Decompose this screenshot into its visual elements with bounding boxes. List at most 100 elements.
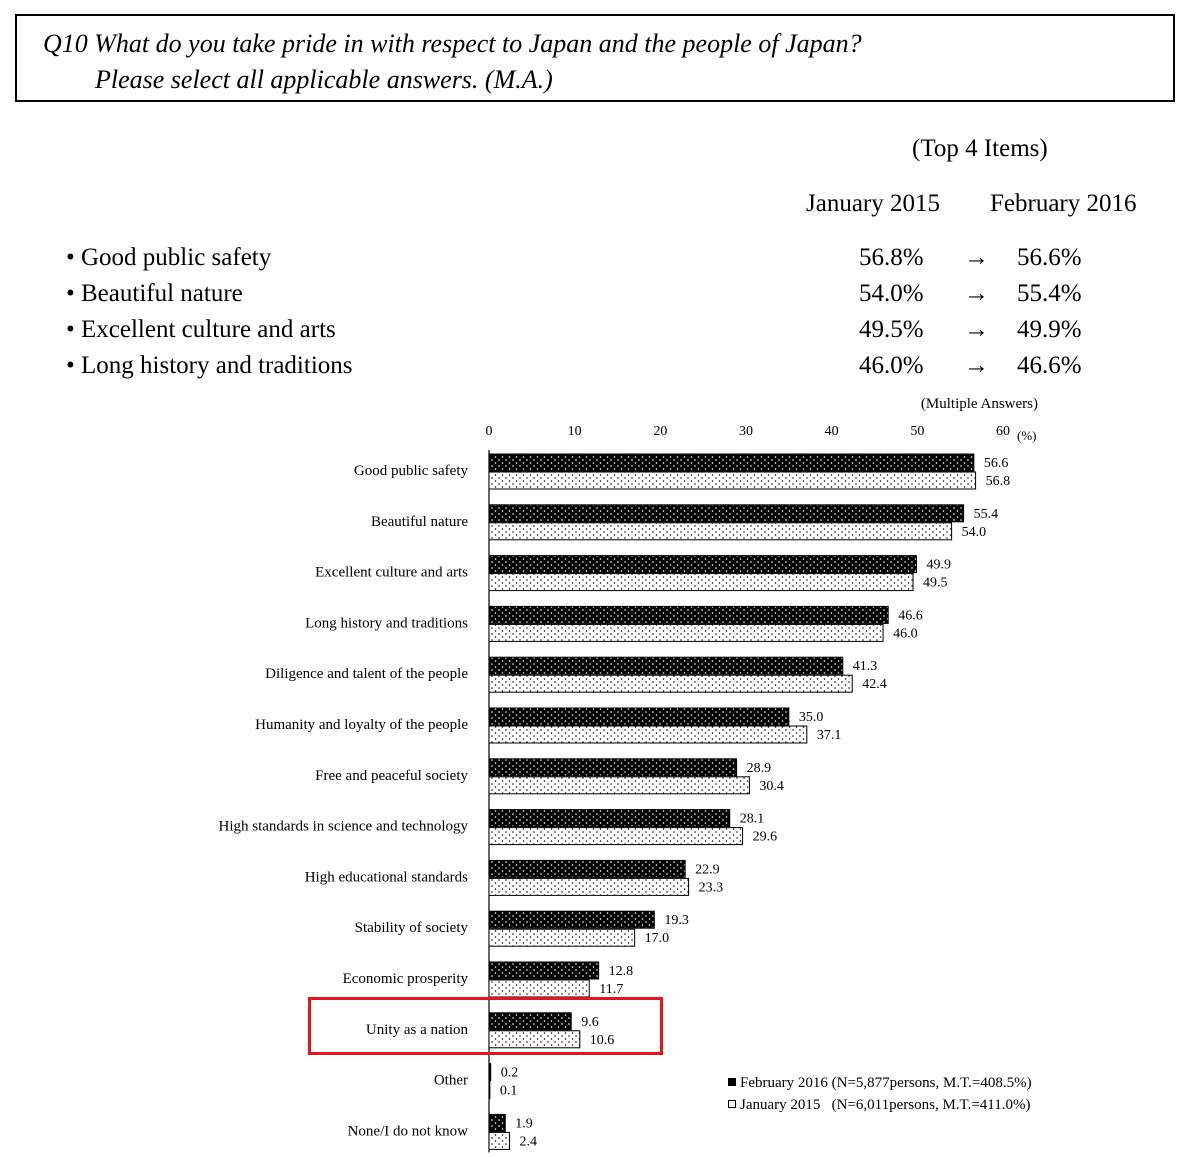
x-tick-label: 40	[825, 424, 839, 439]
bar-january-2015	[488, 776, 750, 795]
data-label-january-2015: 10.6	[590, 1033, 615, 1048]
question-line-1: Q10 What do you take pride in with respe…	[43, 29, 862, 58]
category-label: High educational standards	[305, 869, 468, 885]
summary-row-label: • Beautiful nature	[66, 280, 243, 307]
category-label: Other	[434, 1073, 468, 1089]
bar-february-2016	[488, 961, 600, 980]
arrow-icon: →	[964, 280, 989, 307]
data-label-february-2016: 55.4	[974, 507, 999, 522]
bar-january-2015	[488, 1131, 511, 1150]
question-line-2: Please select all applicable answers. (M…	[95, 65, 553, 94]
data-label-february-2016: 56.6	[984, 456, 1009, 471]
bar-january-2015	[488, 1081, 491, 1100]
summary-row-value-2016: 49.9%	[1017, 316, 1082, 343]
summary-col-january-2015: January 2015	[806, 190, 940, 217]
data-label-january-2015: 23.3	[699, 880, 724, 895]
legend-label: February 2016 (N=5,877persons, M.T.=408.…	[740, 1075, 1032, 1091]
category-label: Economic prosperity	[343, 971, 469, 987]
bar-january-2015	[488, 827, 744, 846]
data-label-february-2016: 1.9	[515, 1116, 533, 1131]
category-label: Excellent culture and arts	[315, 565, 468, 581]
data-label-january-2015: 46.0	[893, 626, 918, 641]
bar-february-2016	[488, 504, 965, 523]
x-tick-label: 30	[739, 424, 753, 439]
bar-february-2016	[488, 453, 975, 472]
category-label: None/I do not know	[348, 1123, 469, 1139]
summary-title: (Top 4 Items)	[912, 135, 1048, 162]
data-label-february-2016: 12.8	[609, 964, 634, 979]
summary-row-value-2015: 54.0%	[859, 280, 924, 307]
category-label: Free and peaceful society	[315, 768, 468, 784]
bar-chart: (Multiple Answers) 0 10 20 30 40 50 60 (%) Good p…	[218, 396, 1038, 1153]
bar-february-2016	[488, 1113, 506, 1132]
bar-february-2016	[488, 1063, 492, 1082]
data-label-january-2015: 37.1	[817, 728, 842, 743]
bar-january-2015	[488, 522, 953, 541]
x-tick-label: 20	[653, 424, 667, 439]
legend-label: January 2015 (N=6,011persons, M.T.=411.0…	[740, 1097, 1031, 1113]
bar-january-2015	[488, 573, 914, 592]
category-label: Long history and traditions	[305, 615, 468, 631]
bar-february-2016	[488, 1012, 572, 1031]
data-label-january-2015: 11.7	[599, 982, 623, 997]
bar-january-2015	[488, 674, 853, 693]
data-label-january-2015: 2.4	[520, 1134, 538, 1149]
bar-february-2016	[488, 656, 844, 675]
data-label-february-2016: 46.6	[898, 608, 923, 623]
data-label-february-2016: 35.0	[799, 710, 824, 725]
highlight-box	[308, 997, 663, 1055]
summary-row-value-2016: 46.6%	[1017, 352, 1082, 379]
bar-january-2015	[488, 1030, 581, 1049]
legend-item-january-2015: January 2015 (N=6,011persons, M.T.=411.0…	[728, 1094, 1032, 1116]
x-tick-label: 10	[568, 424, 582, 439]
bar-february-2016	[488, 707, 790, 726]
data-label-february-2016: 19.3	[664, 913, 689, 928]
summary-col-february-2016: February 2016	[990, 190, 1137, 217]
summary-row-value-2015: 46.0%	[859, 352, 924, 379]
data-label-january-2015: 42.4	[862, 677, 887, 692]
summary-row-label: • Good public safety	[66, 244, 272, 271]
data-label-january-2015: 0.1	[500, 1084, 518, 1099]
summary-row-value-2016: 56.6%	[1017, 244, 1082, 271]
data-label-february-2016: 22.9	[695, 862, 720, 877]
data-label-february-2016: 9.6	[581, 1015, 599, 1030]
bar-january-2015	[488, 928, 636, 947]
x-tick-label: 0	[486, 424, 493, 439]
data-label-february-2016: 41.3	[853, 659, 878, 674]
summary-row-value-2015: 56.8%	[859, 244, 924, 271]
data-label-january-2015: 17.0	[645, 931, 670, 946]
data-label-february-2016: 49.9	[926, 558, 951, 573]
legend-item-february-2016: February 2016 (N=5,877persons, M.T.=408.…	[728, 1072, 1032, 1094]
bar-february-2016	[488, 910, 655, 929]
bar-january-2015	[488, 877, 690, 896]
legend-swatch-light-icon	[728, 1100, 736, 1108]
bar-january-2015	[488, 471, 977, 490]
category-label: Diligence and talent of the people	[265, 666, 468, 682]
summary-row-value-2016: 55.4%	[1017, 280, 1082, 307]
data-label-january-2015: 30.4	[759, 779, 784, 794]
bar-february-2016	[488, 809, 731, 828]
x-tick-label: 50	[910, 424, 924, 439]
legend: February 2016 (N=5,877persons, M.T.=408.…	[728, 1072, 1032, 1116]
bar-january-2015	[488, 725, 808, 744]
category-label: High standards in science and technology	[218, 819, 468, 835]
legend-swatch-dark-icon	[728, 1078, 736, 1086]
data-label-february-2016: 0.2	[501, 1066, 519, 1081]
category-label: Good public safety	[354, 463, 469, 479]
bar-february-2016	[488, 758, 738, 777]
data-label-february-2016: 28.1	[740, 812, 765, 827]
summary-row-label: • Long history and traditions	[66, 352, 353, 379]
data-label-january-2015: 49.5	[923, 576, 948, 591]
bar-february-2016	[488, 859, 686, 878]
data-label-january-2015: 29.6	[753, 830, 778, 845]
category-label: Beautiful nature	[371, 514, 468, 530]
category-label: Humanity and loyalty of the people	[255, 717, 468, 733]
summary-row-label: • Excellent culture and arts	[66, 316, 336, 343]
category-label: Unity as a nation	[366, 1022, 469, 1038]
x-unit-label: (%)	[1017, 428, 1037, 443]
chart-note: (Multiple Answers)	[921, 396, 1038, 412]
bar-february-2016	[488, 555, 917, 574]
summary-row-value-2015: 49.5%	[859, 316, 924, 343]
arrow-icon: →	[964, 316, 989, 343]
data-label-february-2016: 28.9	[747, 761, 772, 776]
